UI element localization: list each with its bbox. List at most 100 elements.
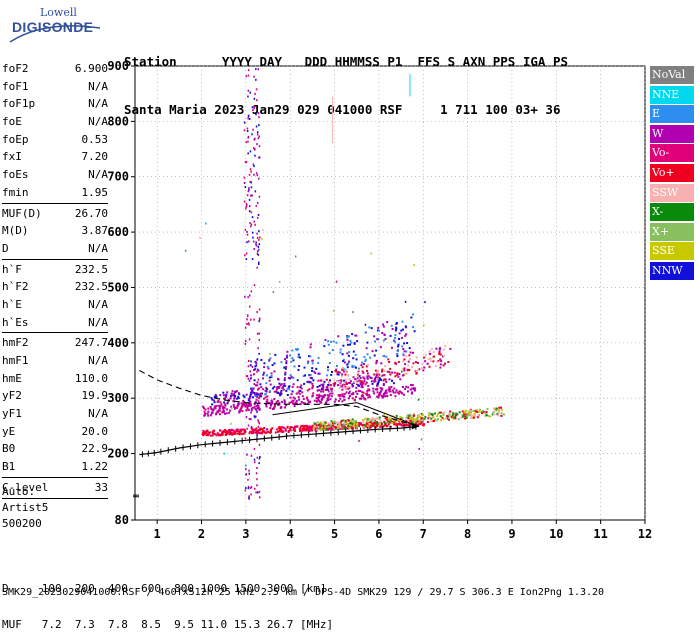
echo-dot — [248, 187, 250, 190]
echo-dot — [255, 113, 257, 116]
echo-dot — [337, 335, 340, 338]
echo-dot — [286, 394, 289, 396]
echo-dot — [227, 398, 230, 401]
echo-dot — [258, 195, 261, 198]
echo-dot — [308, 426, 311, 429]
echo-dot — [322, 425, 325, 427]
echo-dot — [258, 145, 261, 148]
echo-dot — [296, 425, 299, 428]
echo-dot — [257, 245, 260, 248]
echo-dot — [254, 148, 256, 151]
echo-dot — [494, 407, 497, 410]
echo-dot — [255, 431, 258, 434]
echo-dot — [285, 362, 288, 365]
param-row: yE 20.0 — [2, 423, 108, 441]
param-label: yF2 — [2, 389, 22, 403]
echo-dot — [372, 419, 375, 422]
echo-dot — [375, 373, 378, 376]
echo-dot — [258, 318, 261, 321]
echo-dot — [246, 130, 249, 132]
echo-dot — [251, 106, 254, 109]
echo-dot — [327, 366, 329, 369]
param-value: 1.22 — [81, 460, 109, 474]
echo-dot — [377, 380, 380, 383]
echo-dot — [256, 131, 259, 134]
echo-dot — [235, 429, 238, 432]
echo-dot — [323, 345, 326, 348]
echo-dot — [433, 419, 435, 422]
echo-dot — [359, 383, 362, 386]
echo-dot — [317, 372, 320, 375]
echo-dot — [296, 379, 299, 382]
echo-dot — [377, 338, 380, 341]
echo-dot — [243, 129, 246, 132]
echo-dot — [249, 150, 252, 153]
x-tick-label: 2 — [198, 527, 205, 541]
echo-dot — [363, 377, 366, 380]
echo-dot — [356, 340, 359, 343]
echo-dot — [293, 428, 296, 431]
echo-dot — [236, 430, 239, 433]
echo-dot — [258, 308, 261, 311]
echo-dot — [244, 254, 246, 257]
echo-dot — [352, 357, 355, 360]
echo-dot — [366, 377, 369, 380]
echo-dot — [245, 416, 248, 418]
echo-dot — [299, 430, 302, 432]
echo-dot — [284, 429, 287, 432]
echo-dot — [391, 379, 393, 382]
echo-dot — [249, 370, 251, 373]
echo-dot — [383, 333, 386, 336]
echo-dot — [259, 429, 262, 432]
echo-dot — [241, 410, 244, 413]
echo-dot — [253, 373, 255, 376]
echo-dot — [385, 420, 388, 423]
echo-dot — [256, 467, 258, 469]
echo-dot — [325, 402, 328, 405]
echo-dot — [236, 432, 239, 435]
echo-dot — [405, 372, 408, 375]
echo-dot — [378, 416, 381, 419]
echo-dot — [245, 403, 248, 406]
echo-dot — [288, 388, 291, 391]
echo-dot — [240, 402, 243, 405]
echo-dot — [395, 326, 398, 329]
echo-dot — [245, 487, 247, 490]
echo-dot — [323, 429, 326, 431]
echo-dot — [254, 393, 257, 396]
echo-dot — [346, 338, 349, 341]
echo-dot — [325, 400, 328, 403]
echo-dot — [412, 351, 414, 354]
echo-dot — [207, 410, 210, 413]
echo-dot — [259, 431, 262, 434]
echo-dot — [245, 141, 247, 144]
echo-dot — [386, 419, 389, 422]
echo-dot — [411, 421, 414, 424]
echo-dot — [228, 411, 231, 414]
echo-dot — [284, 358, 286, 361]
echo-dot — [329, 392, 332, 395]
param-label: foF1 — [2, 79, 29, 93]
param-label: h`F2 — [2, 280, 29, 294]
echo-dot — [341, 353, 344, 356]
echo-dot — [350, 427, 353, 430]
echo-dot — [409, 416, 412, 419]
echo-dot — [251, 392, 253, 395]
echo-dot — [291, 399, 294, 402]
echo-dot — [246, 194, 249, 197]
echo-dot — [348, 392, 350, 395]
echo-dot — [257, 378, 260, 381]
echo-dot — [294, 397, 296, 400]
echo-dot — [232, 400, 235, 403]
echo-dot — [438, 411, 441, 414]
echo-dot — [449, 347, 452, 350]
echo-dot — [215, 395, 218, 398]
echo-dot — [225, 412, 228, 415]
echo-dot — [339, 348, 342, 351]
echo-dot — [218, 407, 221, 410]
echo-dot — [413, 330, 416, 333]
echo-dot — [256, 484, 258, 487]
echo-dot — [298, 398, 301, 401]
echo-dot — [371, 424, 374, 427]
echo-dot — [423, 356, 426, 359]
